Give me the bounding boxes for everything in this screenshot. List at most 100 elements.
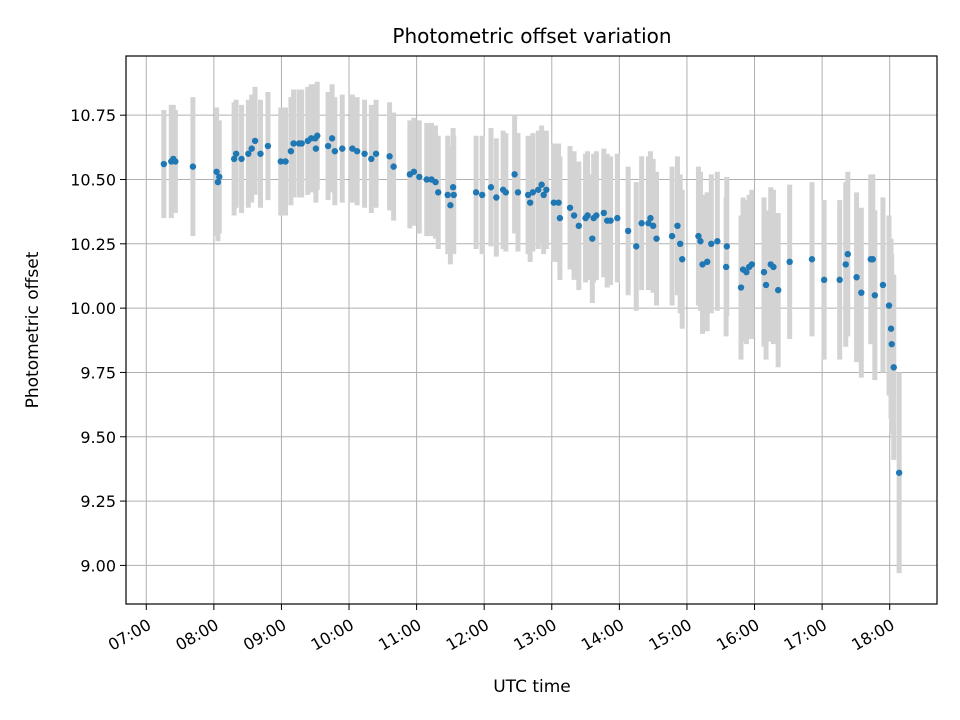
data-point — [287, 147, 295, 155]
data-point — [708, 240, 715, 248]
data-point — [372, 150, 380, 157]
x-axis-label: UTC time — [493, 677, 571, 697]
data-point — [743, 268, 750, 276]
data-point — [160, 160, 168, 168]
data-point — [774, 286, 782, 294]
data-point — [478, 191, 486, 199]
data-point — [633, 243, 640, 250]
data-point — [770, 263, 777, 271]
data-point — [786, 258, 793, 266]
data-point — [699, 261, 706, 268]
data-point — [593, 212, 600, 219]
data-point — [543, 186, 550, 193]
data-point — [502, 189, 510, 196]
data-point — [514, 189, 522, 196]
data-point — [282, 158, 289, 165]
y-tick-label: 9.25 — [80, 492, 116, 511]
data-point — [695, 232, 702, 240]
data-point — [575, 222, 583, 230]
data-point — [449, 184, 457, 191]
data-point — [820, 276, 828, 284]
y-tick-label: 9.75 — [80, 363, 116, 382]
data-point — [435, 189, 442, 196]
data-point — [550, 199, 558, 206]
data-point — [679, 256, 686, 263]
data-point — [556, 214, 564, 222]
data-point — [232, 150, 240, 157]
data-point — [213, 168, 220, 175]
data-point — [298, 140, 305, 147]
data-point — [493, 194, 500, 201]
data-point — [638, 220, 645, 227]
data-point — [189, 163, 197, 170]
data-point — [697, 238, 704, 245]
data-point — [432, 178, 439, 186]
data-point — [722, 263, 730, 271]
data-point — [353, 147, 361, 155]
data-point — [328, 135, 336, 142]
y-tick-label: 10.75 — [70, 106, 116, 125]
data-point — [314, 132, 321, 139]
data-point — [535, 186, 542, 193]
data-point — [390, 163, 397, 170]
data-point — [890, 364, 897, 371]
data-point — [324, 142, 332, 150]
data-point — [416, 173, 423, 181]
data-point — [760, 268, 768, 276]
data-point — [230, 155, 238, 163]
data-point — [668, 232, 676, 240]
data-point — [423, 176, 430, 183]
data-point — [645, 220, 652, 227]
data-point — [704, 258, 711, 266]
data-point — [257, 150, 264, 157]
data-point — [714, 238, 721, 245]
data-point — [723, 243, 731, 250]
data-point — [540, 191, 547, 199]
data-point — [511, 171, 518, 178]
data-point — [624, 227, 632, 235]
data-point — [444, 191, 451, 199]
data-point — [653, 235, 660, 242]
plot-frame — [125, 55, 938, 605]
data-point — [526, 199, 534, 206]
data-point — [251, 137, 259, 145]
data-point — [570, 212, 578, 219]
data-point — [737, 284, 745, 291]
data-point — [214, 178, 222, 186]
y-tick-label: 10.25 — [70, 235, 116, 254]
data-point — [869, 256, 876, 263]
data-point — [887, 325, 895, 332]
data-point — [762, 281, 770, 289]
data-point — [264, 142, 272, 150]
data-point — [808, 256, 816, 263]
data-point — [450, 191, 457, 199]
data-point — [172, 158, 179, 165]
y-axis-label: Photometric offset — [23, 251, 43, 408]
data-point — [361, 150, 368, 157]
data-point — [538, 181, 545, 188]
data-point — [238, 155, 245, 163]
y-tick-label: 10.00 — [70, 299, 116, 318]
data-point — [647, 214, 654, 222]
data-point — [410, 168, 418, 175]
data-point — [584, 212, 591, 219]
y-tick-label: 10.50 — [70, 170, 116, 189]
data-point — [879, 281, 887, 289]
data-point — [600, 209, 608, 217]
chart-title: Photometric offset variation — [392, 24, 671, 48]
data-point — [676, 240, 684, 248]
y-tick-label: 9.00 — [80, 556, 116, 575]
data-point — [368, 155, 375, 163]
data-point — [216, 173, 223, 181]
data-point — [674, 222, 681, 230]
y-tick-label: 9.50 — [80, 428, 116, 447]
data-point — [885, 302, 893, 309]
data-point — [472, 189, 480, 196]
data-point — [290, 140, 297, 147]
data-points — [160, 132, 903, 476]
data-point — [331, 147, 339, 155]
data-point — [339, 145, 346, 152]
data-point — [853, 274, 860, 281]
